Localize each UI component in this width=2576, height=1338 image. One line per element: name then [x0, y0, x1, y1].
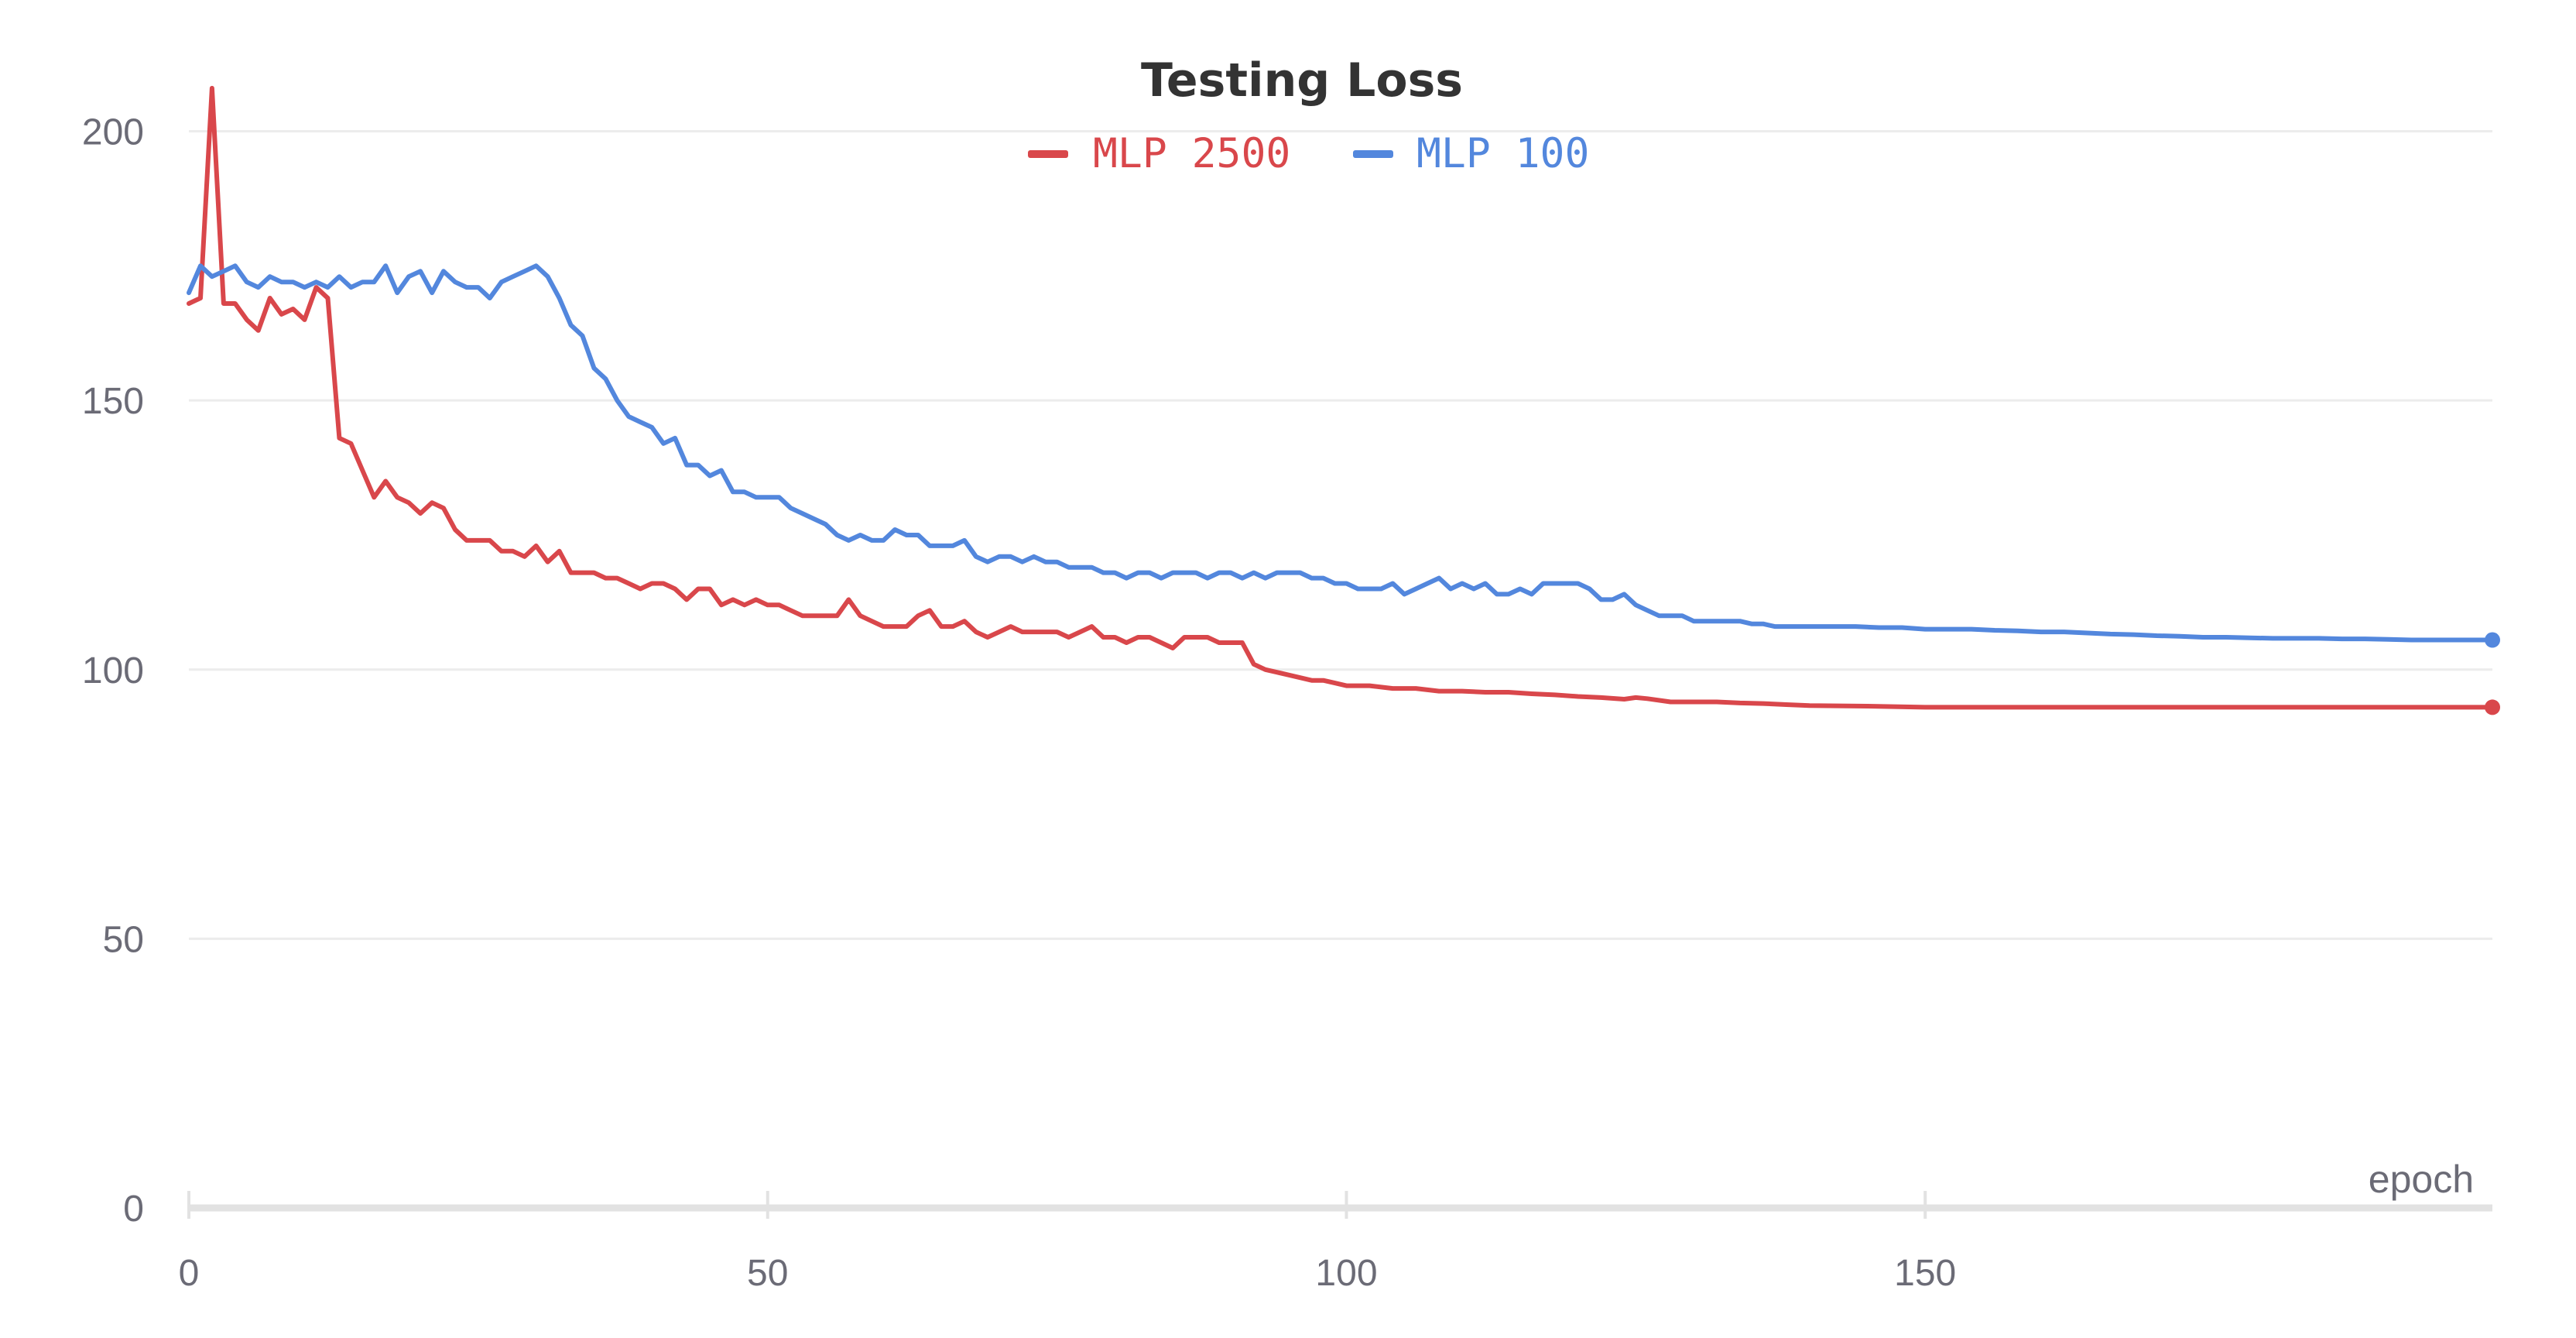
series-line-0	[187, 85, 2495, 710]
chart-legend: MLP 2500 MLP 100	[1028, 130, 1589, 177]
x-tick-label-50: 50	[747, 1253, 788, 1294]
x-axis: 0 50 100 150	[179, 1191, 2492, 1294]
series-line-1	[187, 263, 2495, 643]
series-end-marker-1	[2485, 632, 2500, 648]
y-tick-label-150: 150	[82, 381, 144, 422]
y-tick-label-50: 50	[103, 919, 144, 960]
plot-area	[187, 85, 2500, 715]
chart-title: Testing Loss	[1141, 53, 1463, 108]
y-tick-label-100: 100	[82, 650, 144, 691]
y-axis: 0 50 100 150 200	[82, 112, 144, 1230]
grid-lines	[189, 130, 2492, 940]
x-axis-label: epoch	[2369, 1158, 2474, 1201]
series-end-marker-0	[2485, 699, 2500, 715]
legend-label-1: MLP 100	[1416, 130, 1589, 177]
x-tick-label-100: 100	[1315, 1253, 1377, 1294]
y-tick-label-200: 200	[82, 112, 144, 153]
y-tick-label-0: 0	[123, 1189, 144, 1230]
legend-swatch-1	[1353, 150, 1393, 158]
legend-label-0: MLP 2500	[1093, 130, 1290, 177]
x-tick-label-150: 150	[1894, 1253, 1956, 1294]
x-tick-label-0: 0	[179, 1253, 200, 1294]
legend-swatch-0	[1028, 150, 1068, 158]
